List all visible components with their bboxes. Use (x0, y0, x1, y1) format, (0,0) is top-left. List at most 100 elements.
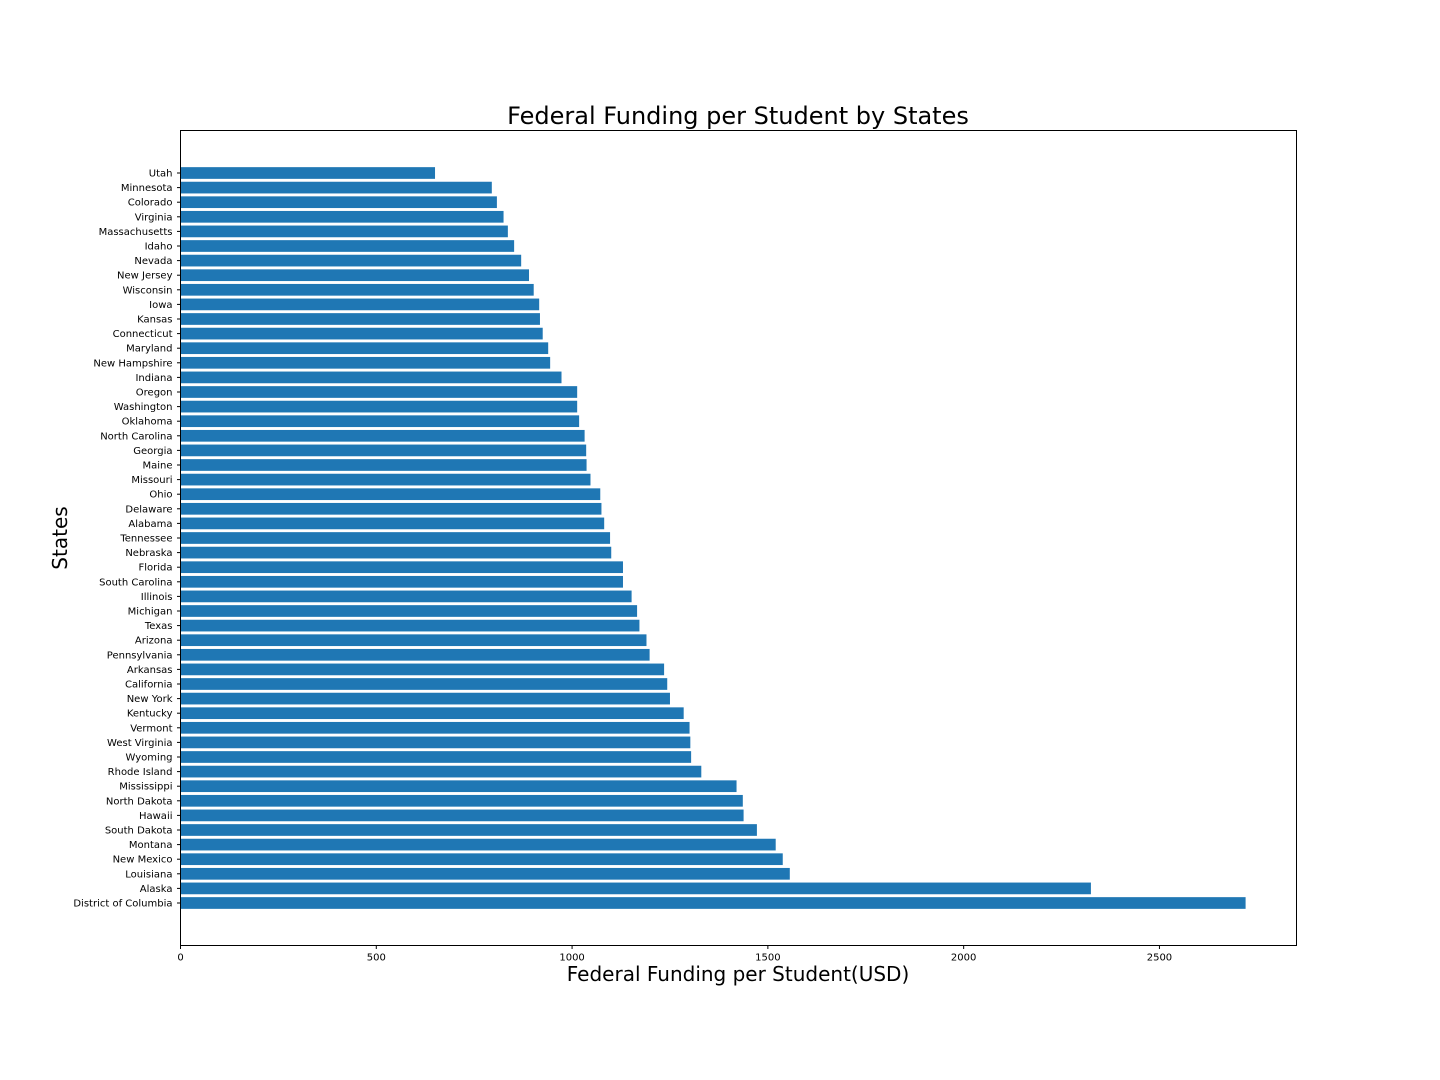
bar-delaware (180, 502, 602, 515)
bar-hawaii (180, 809, 744, 822)
bar-rhode-island (180, 765, 702, 778)
y-tick-label: New York (127, 694, 173, 705)
y-tick-label: Maine (142, 461, 172, 472)
y-tick-label: Utah (149, 169, 173, 180)
x-tick-label: 1500 (755, 953, 780, 964)
y-tick-label: Kansas (137, 315, 172, 326)
y-tick-labels: Utah Minnesota Colorado Virginia Massachuset… (73, 169, 181, 910)
y-axis-label: States (48, 506, 72, 569)
y-tick-label: Maryland (126, 344, 172, 355)
y-tick-label: Montana (129, 840, 173, 851)
y-tick-label: Colorado (128, 198, 173, 209)
bar-new-jersey (180, 269, 530, 282)
bar-oregon (180, 386, 578, 398)
y-tick-label: North Carolina (100, 431, 172, 442)
bar-wyoming (180, 751, 692, 763)
bar-massachusetts (180, 225, 508, 238)
y-tick-label: Virginia (135, 212, 173, 223)
bar-alaska (180, 882, 1091, 895)
y-tick-label: Ohio (149, 490, 172, 501)
bar-north-carolina (180, 429, 585, 442)
bar-minnesota (180, 181, 492, 194)
y-tick-label: Georgia (133, 446, 172, 457)
y-tick-label: Nevada (134, 256, 172, 267)
y-tick-label: Idaho (145, 242, 173, 253)
y-tick-label: District of Columbia (73, 899, 172, 910)
y-tick-label: Pennsylvania (107, 650, 173, 661)
bar-mississippi (180, 780, 737, 793)
bar-south-dakota (180, 824, 757, 836)
bar-montana (180, 838, 776, 851)
bar-texas (180, 619, 640, 632)
x-axis-label: Federal Funding per Student(USD) (567, 962, 910, 986)
bar-tennessee (180, 532, 611, 544)
bar-west-virginia (180, 736, 691, 749)
bar-kansas (180, 313, 540, 325)
y-tick-label: Indiana (135, 373, 172, 384)
bar-utah (180, 167, 436, 179)
y-tick-label: New Mexico (113, 855, 173, 866)
bar-louisiana (180, 867, 790, 880)
bar-arkansas (180, 663, 665, 676)
bar-oklahoma (180, 415, 580, 428)
x-tick-label: 2000 (951, 953, 976, 964)
bar-missouri (180, 473, 591, 486)
bar-nevada (180, 254, 522, 267)
y-tick-label: West Virginia (107, 738, 172, 749)
y-tick-label: Florida (138, 563, 172, 574)
x-tick-label: 2500 (1147, 953, 1172, 964)
bar-kentucky (180, 707, 684, 720)
bar-district-of-columbia (180, 897, 1246, 909)
y-tick-label: Arkansas (127, 665, 173, 676)
y-tick-label: Minnesota (121, 183, 173, 194)
y-tick-label: Wyoming (126, 753, 173, 764)
y-tick-label: Michigan (128, 607, 173, 618)
bar-indiana (180, 371, 562, 384)
y-tick-label: North Dakota (106, 796, 173, 807)
plot-frame (180, 130, 1297, 946)
bar-south-carolina (180, 575, 623, 588)
bar-washington (180, 400, 578, 413)
y-tick-label: Vermont (130, 723, 172, 734)
y-tick-label: South Carolina (99, 577, 172, 588)
bar-new-mexico (180, 853, 783, 866)
bar-pennsylvania (180, 648, 650, 661)
y-tick-label: Iowa (149, 300, 172, 311)
y-tick-label: Alaska (140, 884, 173, 895)
bar-idaho (180, 240, 515, 252)
x-tick-label: 1000 (559, 953, 584, 964)
y-tick-label: Washington (114, 402, 173, 413)
y-tick-label: South Dakota (105, 826, 173, 837)
bar-connecticut (180, 327, 543, 340)
y-tick-label: Illinois (141, 592, 173, 603)
y-tick-label: Mississippi (119, 782, 172, 793)
x-ticks: 0 500 1000 1500 2000 2500 (177, 945, 1172, 964)
bar-arizona (180, 634, 647, 647)
y-tick-label: Arizona (135, 636, 173, 647)
bar-maine (180, 459, 587, 471)
x-tick-label: 0 (177, 953, 183, 964)
bar-new-york (180, 692, 670, 705)
bar-illinois (180, 590, 632, 603)
y-tick-label: California (125, 680, 173, 691)
bar-vermont (180, 721, 690, 734)
y-tick-label: Missouri (131, 475, 172, 486)
bar-ohio (180, 488, 601, 501)
bar-virginia (180, 210, 504, 223)
x-tick-label: 500 (367, 953, 386, 964)
y-tick-label: Massachusetts (99, 227, 173, 238)
bar-maryland (180, 342, 549, 355)
y-tick-label: Connecticut (113, 329, 173, 340)
bar-alabama (180, 517, 605, 530)
y-tick-label: Texas (144, 621, 173, 632)
y-tick-label: Oregon (136, 388, 173, 399)
y-tick-label: Louisiana (125, 869, 172, 880)
y-tick-label: Rhode Island (108, 767, 173, 778)
bar-wisconsin (180, 283, 534, 296)
y-tick-label: Alabama (128, 519, 172, 530)
y-tick-label: New Hampshire (93, 358, 172, 369)
bar-nebraska (180, 546, 612, 559)
bar-georgia (180, 444, 587, 457)
bar-iowa (180, 298, 540, 311)
